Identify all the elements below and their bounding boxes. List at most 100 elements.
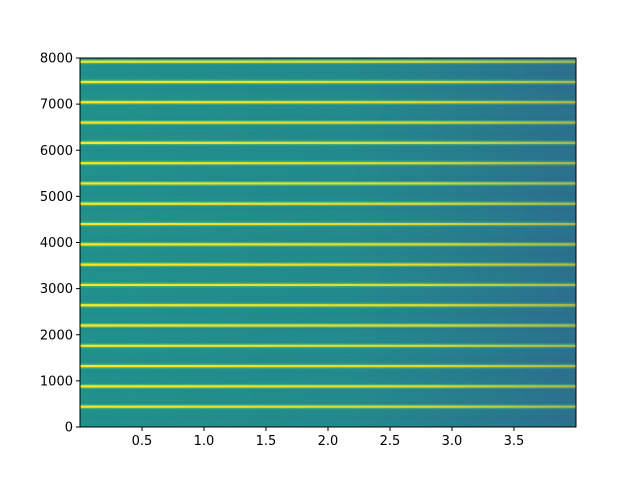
noise-band: [80, 118, 576, 119]
noise-band: [80, 190, 576, 191]
noise-band: [80, 256, 576, 257]
x-tick-label: 2.5: [380, 434, 401, 449]
noise-band: [80, 258, 576, 259]
noise-band: [80, 156, 576, 157]
noise-band: [80, 334, 576, 335]
noise-band: [80, 350, 576, 351]
noise-band: [80, 212, 576, 213]
x-tick-label: 3.5: [504, 434, 525, 449]
noise-band: [80, 374, 576, 375]
noise-band: [80, 348, 576, 349]
noise-band: [80, 64, 576, 65]
x-tick-label: 0.5: [132, 434, 153, 449]
noise-band: [80, 228, 576, 229]
noise-band: [80, 332, 576, 333]
noise-band: [80, 210, 576, 211]
noise-band: [80, 316, 576, 317]
y-axis: 0 1000 2000 3000 4000 5000 6000 7000 8000: [40, 52, 80, 436]
y-tick-label: 1000: [40, 374, 73, 389]
noise-band: [80, 148, 576, 149]
noise-band: [80, 382, 576, 383]
noise-band: [80, 280, 576, 281]
noise-band: [80, 146, 576, 147]
noise-band: [80, 424, 576, 425]
noise-band: [80, 232, 576, 233]
noise-band: [80, 200, 576, 201]
noise-band: [80, 314, 576, 315]
noise-band: [80, 98, 576, 99]
noise-band: [80, 330, 576, 331]
noise-band: [80, 292, 576, 293]
noise-band: [80, 178, 576, 179]
noise-band: [80, 172, 576, 173]
noise-band: [80, 132, 576, 133]
noise-band: [80, 308, 576, 309]
noise-band: [80, 278, 576, 279]
y-tick-label: 0: [65, 421, 73, 436]
noise-band: [80, 378, 576, 379]
noise-band: [80, 94, 576, 95]
noise-band: [80, 186, 576, 187]
noise-band: [80, 418, 576, 419]
noise-band: [80, 136, 576, 137]
noise-band: [80, 68, 576, 69]
noise-band: [80, 86, 576, 87]
noise-band: [80, 208, 576, 209]
noise-band: [80, 356, 576, 357]
y-tick-label: 2000: [40, 328, 73, 343]
x-axis: 0.5 1.0 1.5 2.0 2.5 3.0 3.5: [132, 427, 525, 449]
noise-band: [80, 160, 576, 161]
noise-band: [80, 392, 576, 393]
noise-band: [80, 398, 576, 399]
noise-band: [80, 340, 576, 341]
noise-band: [80, 96, 576, 97]
noise-band: [80, 360, 576, 361]
x-tick-label: 3.0: [442, 434, 463, 449]
noise-band: [80, 230, 576, 231]
plot-area: [80, 58, 576, 427]
noise-band: [80, 134, 576, 135]
noise-band: [80, 322, 576, 323]
noise-band: [80, 214, 576, 215]
noise-band: [80, 276, 576, 277]
noise-band: [80, 294, 576, 295]
noise-band: [80, 108, 576, 109]
noise-band: [80, 254, 576, 255]
y-tick-label: 6000: [40, 144, 73, 159]
noise-band: [80, 354, 576, 355]
noise-band: [80, 154, 576, 155]
noise-band: [80, 72, 576, 73]
noise-band: [80, 320, 576, 321]
noise-band: [80, 66, 576, 67]
harmonic-lines: [80, 59, 576, 410]
noise-band: [80, 88, 576, 89]
noise-band: [80, 78, 576, 79]
noise-band: [80, 416, 576, 417]
noise-band: [80, 234, 576, 235]
noise-band: [80, 218, 576, 219]
x-tick-label: 1.0: [194, 434, 215, 449]
noise-band: [80, 166, 576, 167]
noise-band: [80, 238, 576, 239]
noise-band: [80, 370, 576, 371]
y-tick-label: 8000: [40, 52, 73, 67]
noise-band: [80, 400, 576, 401]
noise-band: [80, 250, 576, 251]
noise-band: [80, 194, 576, 195]
noise-band: [80, 152, 576, 153]
noise-band: [80, 410, 576, 411]
noise-band: [80, 240, 576, 241]
noise-band: [80, 310, 576, 311]
noise-band: [80, 130, 576, 131]
noise-band: [80, 150, 576, 151]
noise-band: [80, 268, 576, 269]
noise-band: [80, 402, 576, 403]
noise-band: [80, 328, 576, 329]
noise-band: [80, 84, 576, 85]
noise-band: [80, 220, 576, 221]
noise-band: [80, 76, 576, 77]
noise-band: [80, 296, 576, 297]
noise-band: [80, 112, 576, 113]
noise-band: [80, 138, 576, 139]
